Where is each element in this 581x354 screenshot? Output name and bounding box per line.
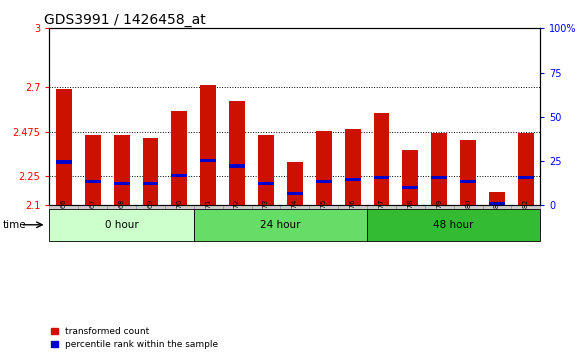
Bar	[316, 180, 332, 183]
Bar	[165, 205, 194, 232]
Bar	[287, 162, 303, 205]
Bar	[200, 159, 216, 162]
Text: GSM680282: GSM680282	[523, 198, 529, 239]
Bar	[431, 132, 447, 205]
Bar	[511, 205, 540, 232]
Text: GSM680278: GSM680278	[407, 198, 413, 239]
Bar	[171, 111, 187, 205]
Text: GSM680272: GSM680272	[234, 198, 240, 239]
Bar	[281, 205, 309, 232]
Text: GSM680267: GSM680267	[89, 198, 96, 239]
Bar	[338, 205, 367, 232]
Bar	[483, 205, 511, 232]
Bar	[287, 192, 303, 195]
Bar	[367, 205, 396, 232]
Bar	[194, 209, 367, 241]
Bar	[460, 180, 476, 183]
Bar	[200, 85, 216, 205]
Text: GSM680281: GSM680281	[494, 199, 500, 239]
Bar	[49, 209, 194, 241]
Bar	[454, 205, 483, 232]
Text: GSM680277: GSM680277	[378, 198, 385, 239]
Text: GSM680273: GSM680273	[263, 199, 269, 239]
Text: GSM680280: GSM680280	[465, 198, 471, 239]
Bar	[114, 135, 130, 205]
Bar	[374, 113, 389, 205]
Bar	[460, 141, 476, 205]
Bar	[374, 176, 389, 179]
Text: time: time	[3, 220, 27, 230]
Bar	[396, 205, 425, 232]
Bar	[489, 202, 505, 205]
Text: GSM680274: GSM680274	[292, 198, 298, 239]
Bar	[107, 205, 136, 232]
Bar	[229, 164, 245, 167]
Bar	[78, 205, 107, 232]
Text: GSM680270: GSM680270	[177, 198, 182, 239]
Text: GDS3991 / 1426458_at: GDS3991 / 1426458_at	[45, 13, 206, 27]
Text: GSM680266: GSM680266	[61, 198, 67, 239]
Bar	[142, 182, 159, 185]
Text: GSM680276: GSM680276	[350, 198, 356, 239]
Bar	[56, 160, 72, 164]
Bar	[136, 205, 165, 232]
Bar	[403, 186, 418, 189]
Bar	[309, 205, 338, 232]
Bar	[114, 182, 130, 185]
Bar	[518, 132, 534, 205]
Bar	[518, 176, 534, 179]
Bar	[316, 131, 332, 205]
Bar	[258, 182, 274, 185]
Bar	[142, 138, 159, 205]
Bar	[345, 178, 361, 181]
Text: GSM680271: GSM680271	[205, 199, 211, 239]
Text: 48 hour: 48 hour	[433, 220, 474, 230]
Bar	[258, 135, 274, 205]
Bar	[223, 205, 252, 232]
Bar	[489, 192, 505, 205]
Bar	[171, 174, 187, 177]
Legend: transformed count, percentile rank within the sample: transformed count, percentile rank withi…	[51, 327, 218, 349]
Bar	[367, 209, 540, 241]
Text: GSM680268: GSM680268	[119, 198, 124, 239]
Text: 0 hour: 0 hour	[105, 220, 138, 230]
Bar	[85, 135, 101, 205]
Text: GSM680279: GSM680279	[436, 199, 442, 239]
Bar	[229, 101, 245, 205]
Bar	[345, 129, 361, 205]
Text: GSM680269: GSM680269	[148, 199, 153, 239]
Bar	[403, 150, 418, 205]
Bar	[56, 89, 72, 205]
Text: 24 hour: 24 hour	[260, 220, 301, 230]
Text: GSM680275: GSM680275	[321, 198, 327, 239]
Bar	[85, 180, 101, 183]
Bar	[431, 176, 447, 179]
Bar	[49, 205, 78, 232]
Bar	[252, 205, 281, 232]
Bar	[425, 205, 454, 232]
Bar	[194, 205, 223, 232]
